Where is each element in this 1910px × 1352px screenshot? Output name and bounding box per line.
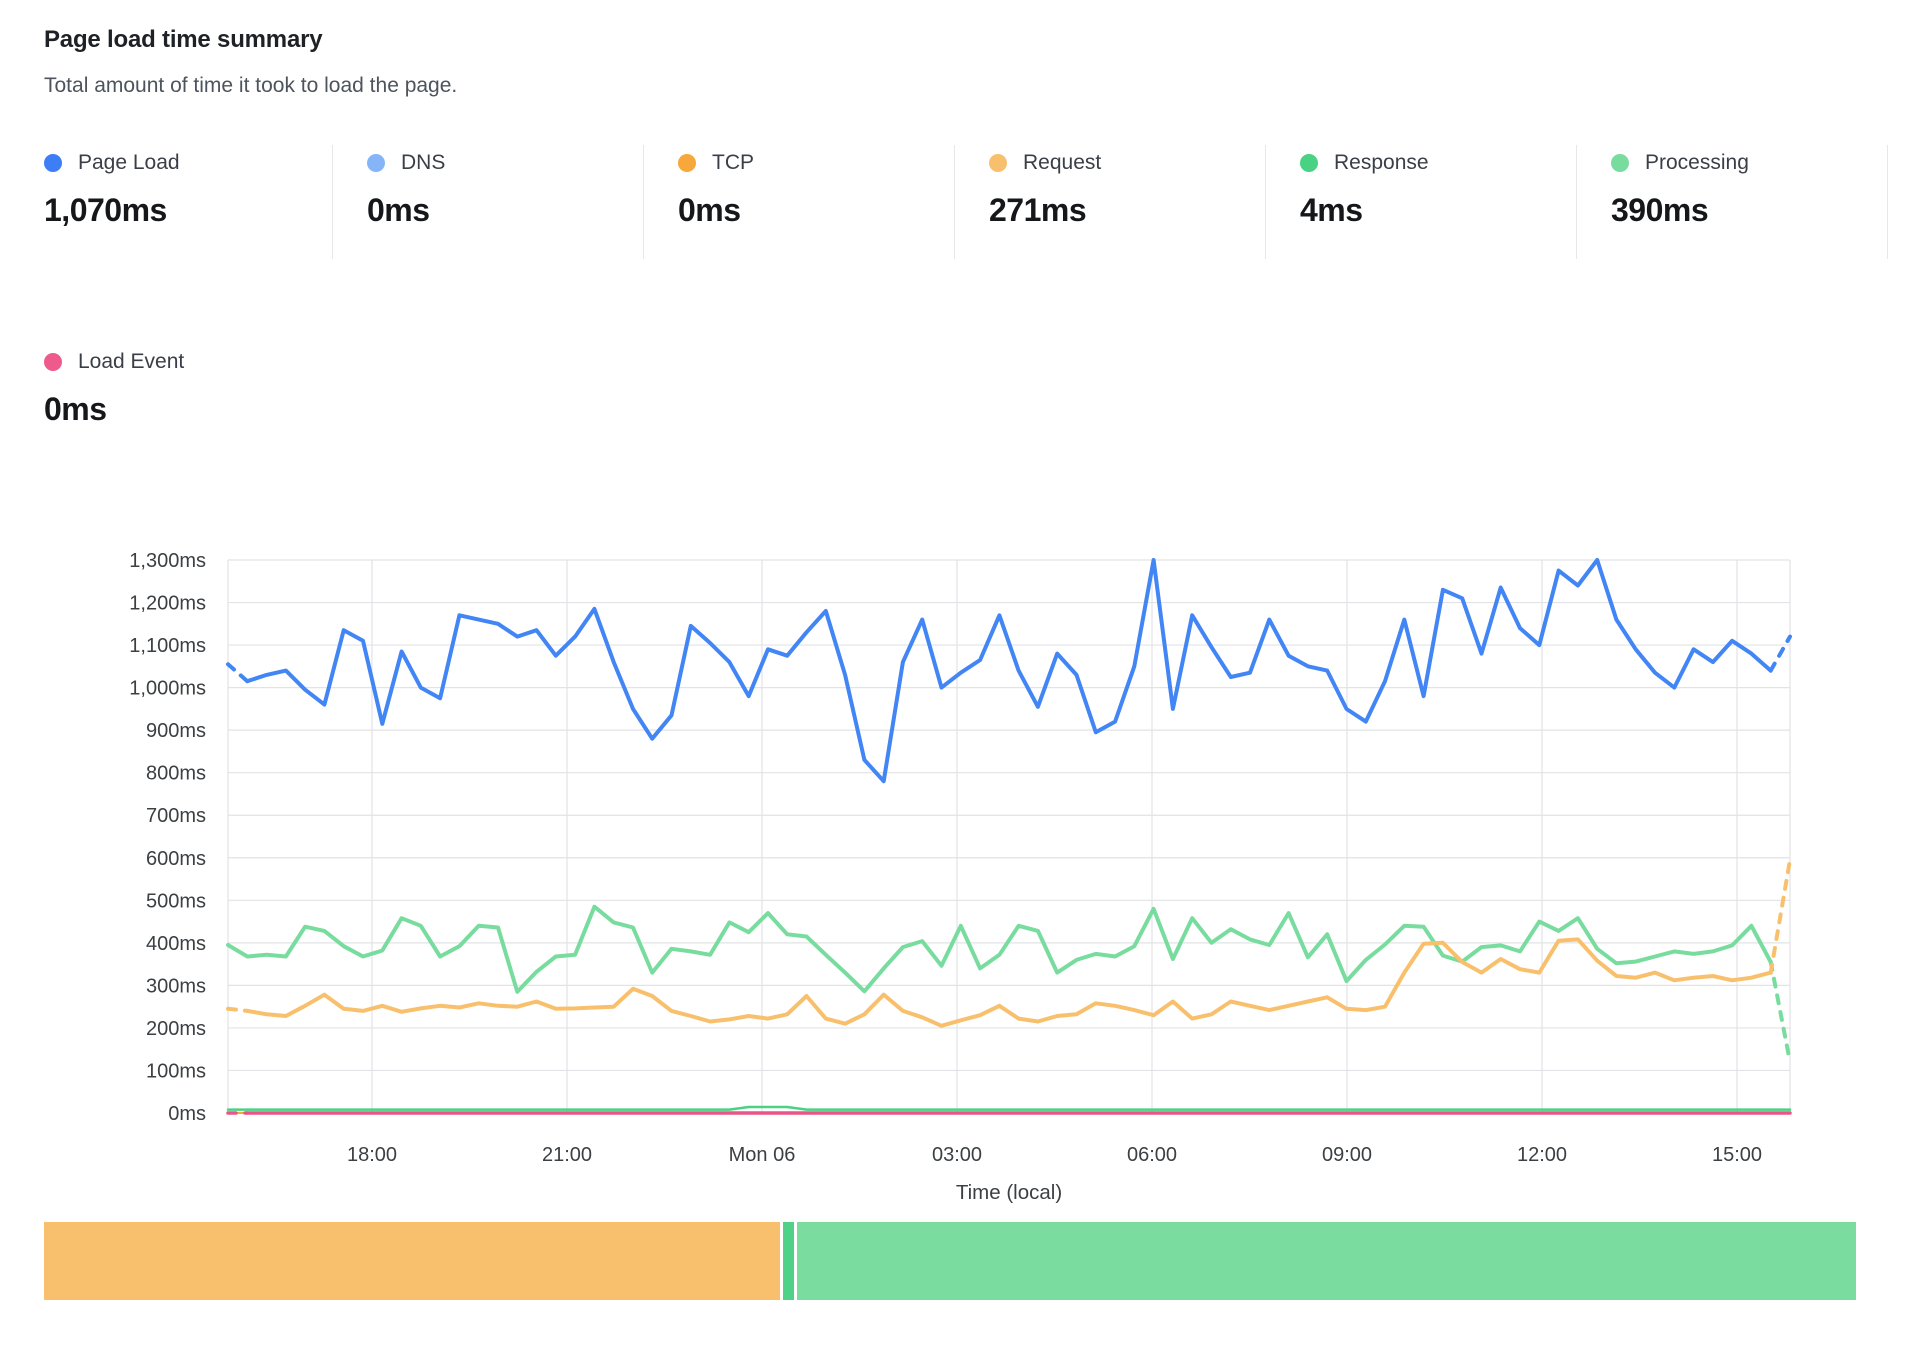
- y-axis-tick-label: 200ms: [146, 1018, 206, 1040]
- bar-segment-request[interactable]: [44, 1222, 780, 1300]
- metric-value: 1,070ms: [44, 192, 167, 228]
- x-axis-tick-label: Mon 06: [729, 1144, 796, 1166]
- metric-processing: Processing 390ms: [1577, 145, 1888, 259]
- metric-label: Processing: [1645, 151, 1749, 174]
- series-line-response: [226, 1105, 1792, 1111]
- metric-value: 390ms: [1611, 192, 1709, 228]
- x-axis-title: Time (local): [956, 1181, 1062, 1204]
- tcp-legend-dot-icon: [678, 154, 696, 172]
- series-line-page_load: [245, 558, 1773, 784]
- metric-label: Page Load: [78, 151, 180, 174]
- metric-label: TCP: [712, 151, 754, 174]
- y-axis-tick-label: 700ms: [146, 805, 206, 827]
- y-axis-tick-label: 800ms: [146, 763, 206, 785]
- y-axis-tick-label: 1,300ms: [129, 550, 206, 572]
- y-axis-tick-label: 100ms: [146, 1060, 206, 1082]
- metric-value: 271ms: [989, 192, 1087, 228]
- metric-tcp: TCP 0ms: [644, 145, 955, 259]
- series-line-request: [1768, 857, 1792, 975]
- y-axis-tick-label: 1,000ms: [129, 678, 206, 700]
- x-axis-tick-label: 18:00: [347, 1144, 397, 1166]
- y-axis-tick-label: 900ms: [146, 720, 206, 742]
- metric-value: 0ms: [678, 192, 741, 228]
- series-line-request: [245, 937, 1773, 1028]
- dns-legend-dot-icon: [367, 154, 385, 172]
- metric-label: DNS: [401, 151, 446, 174]
- processing-legend-dot-icon: [1611, 154, 1629, 172]
- y-axis-tick-label: 0ms: [168, 1103, 206, 1125]
- load-time-line-chart[interactable]: 0ms 100ms 200ms 300ms 400ms 500ms 600ms 700ms 80…: [0, 430, 1910, 1220]
- metric-value: 4ms: [1300, 192, 1363, 228]
- metric-label: Load Event: [78, 350, 185, 373]
- series-line-processing: [1768, 960, 1792, 1064]
- x-axis-tick-label: 06:00: [1127, 1144, 1177, 1166]
- metric-label: Response: [1334, 151, 1429, 174]
- series-line-request: [226, 1006, 250, 1013]
- y-axis-tick-label: 300ms: [146, 975, 206, 997]
- page-load-legend-dot-icon: [44, 154, 62, 172]
- response-legend-dot-icon: [1300, 154, 1318, 172]
- y-axis-tick-label: 1,100ms: [129, 635, 206, 657]
- x-axis-tick-label: 09:00: [1322, 1144, 1372, 1166]
- load-breakdown-stacked-bar: [44, 1222, 1856, 1300]
- metric-value: 0ms: [44, 391, 107, 427]
- x-axis-tick-label: 03:00: [932, 1144, 982, 1166]
- y-axis-tick-label: 500ms: [146, 890, 206, 912]
- x-axis-tick-label: 12:00: [1517, 1144, 1567, 1166]
- metric-response: Response 4ms: [1266, 145, 1577, 259]
- metric-page-load: Page Load 1,070ms: [44, 145, 333, 259]
- metric-label: Request: [1023, 151, 1102, 174]
- x-axis-tick-label: 21:00: [542, 1144, 592, 1166]
- metric-request: Request 271ms: [955, 145, 1266, 259]
- y-axis-tick-label: 400ms: [146, 933, 206, 955]
- load-event-legend-dot-icon: [44, 353, 62, 371]
- request-legend-dot-icon: [989, 154, 1007, 172]
- y-axis-tick-label: 600ms: [146, 848, 206, 870]
- bar-segment-processing[interactable]: [796, 1222, 1856, 1300]
- metric-value: 0ms: [367, 192, 430, 228]
- series-line-processing: [226, 904, 1773, 994]
- y-axis-tick-label: 1,200ms: [129, 593, 206, 615]
- page-title: Page load time summary: [44, 26, 323, 53]
- metrics-summary-row: Page Load 1,070ms DNS 0ms TCP 0ms Reques…: [44, 145, 1888, 259]
- page-subtitle: Total amount of time it took to load the…: [44, 74, 458, 97]
- bar-segment-response[interactable]: [782, 1222, 794, 1300]
- series-line-page_load: [226, 662, 250, 684]
- x-axis-tick-label: 15:00: [1712, 1144, 1762, 1166]
- metric-load-event: Load Event 0ms: [44, 350, 184, 428]
- series-line-page_load: [1768, 634, 1792, 673]
- metric-dns: DNS 0ms: [333, 145, 644, 259]
